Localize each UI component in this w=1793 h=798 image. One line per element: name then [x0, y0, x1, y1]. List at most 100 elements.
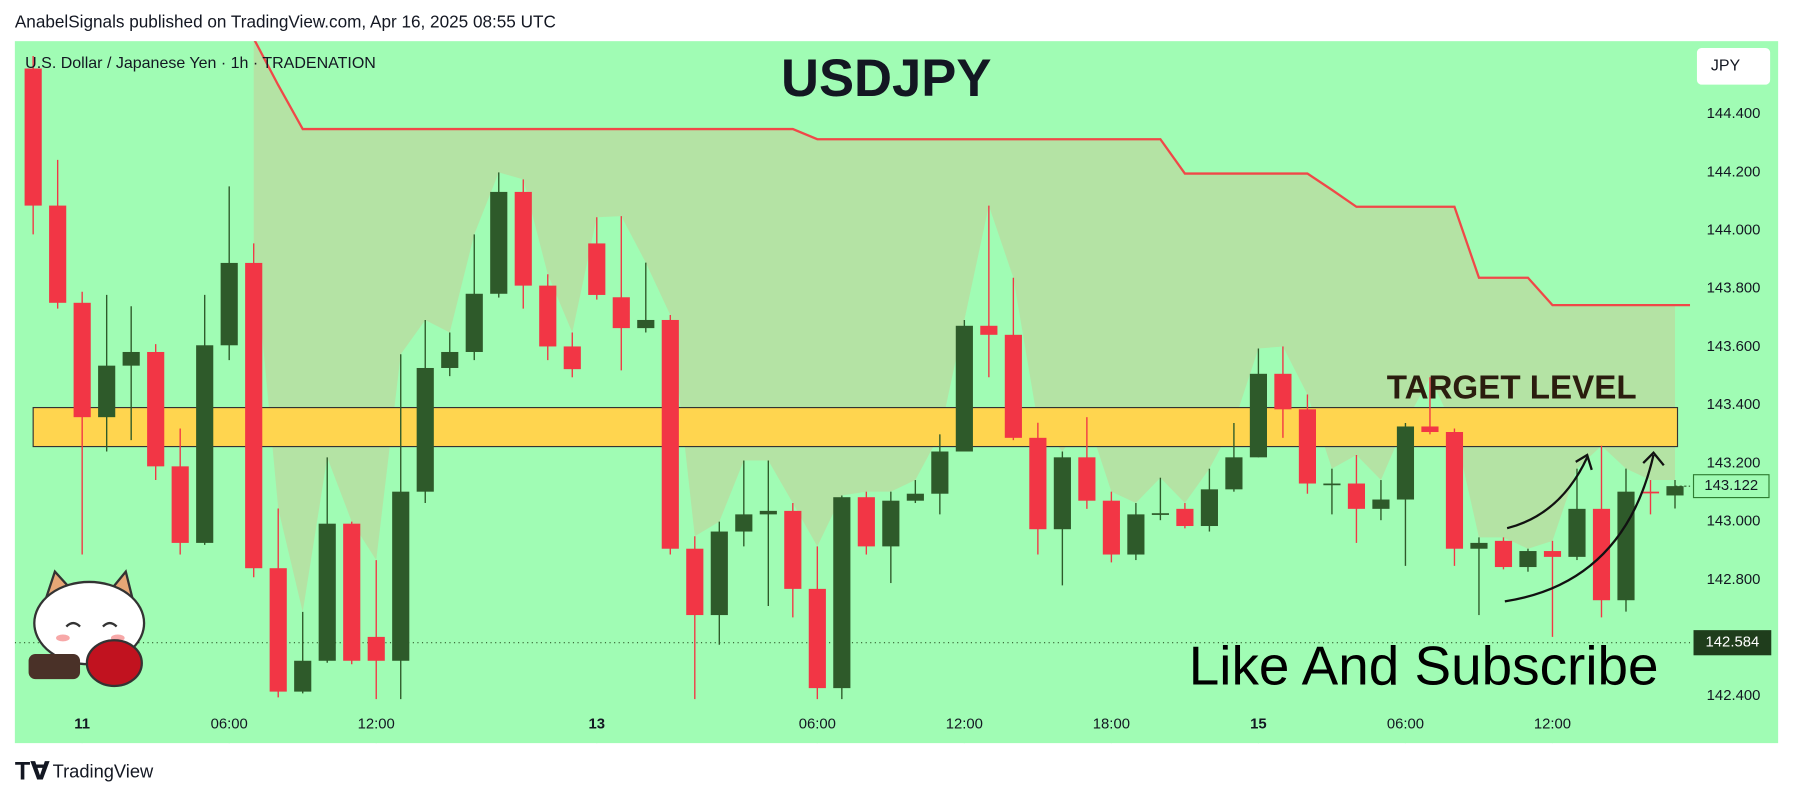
candle-body: [710, 531, 728, 616]
x-tick-label: 15: [1250, 717, 1267, 733]
overlay: 142.400142.600142.800143.000143.200143.4…: [74, 106, 1772, 744]
y-tick-label: 143.000: [1707, 514, 1761, 530]
cheek: [56, 634, 70, 642]
candle-body: [245, 262, 263, 569]
candle-body: [686, 548, 704, 616]
candle-body: [661, 319, 679, 549]
candle-body: [882, 500, 900, 547]
like-subscribe: Like And Subscribe: [1189, 634, 1659, 696]
candle-body: [269, 568, 287, 692]
currency: JPY: [1711, 58, 1741, 75]
candle-body: [1494, 540, 1513, 568]
candle-body: [441, 351, 459, 368]
candle-body: [24, 68, 42, 206]
candle-body: [1102, 500, 1120, 555]
arrow: [1504, 454, 1655, 603]
x-tick-label: 06:00: [799, 717, 836, 733]
chart-title: USDJPY: [781, 49, 991, 108]
candle-body: [1151, 513, 1169, 515]
candle-body: [808, 588, 826, 689]
candle-body: [1519, 551, 1537, 568]
candle-body: [637, 319, 655, 329]
candle-body: [1372, 499, 1390, 509]
candle-body: [196, 345, 214, 543]
x-tick-label: 12:00: [358, 717, 395, 733]
candle-body: [1421, 426, 1439, 433]
last-price-box: [1692, 474, 1770, 499]
x-tick-label: 06:00: [211, 717, 248, 733]
candle-body: [1347, 483, 1366, 509]
candle-body: [1298, 409, 1317, 484]
candle-body: [465, 293, 483, 352]
arrows: [1504, 451, 1665, 603]
last-price-label: 143.122: [1704, 478, 1758, 494]
mascot: [28, 569, 146, 688]
logo-mark: T∀: [15, 757, 50, 785]
symbol-info: U.S. Dollar / Japanese Yen · 1h · TRADEN…: [25, 55, 376, 72]
x-tick-label: 13: [589, 717, 606, 733]
candle-body: [955, 325, 973, 452]
y-tick-label: 143.800: [1707, 281, 1761, 297]
candle-body: [514, 191, 532, 286]
candle-body: [1568, 508, 1586, 557]
candle-body: [171, 466, 189, 543]
candle-body: [294, 660, 312, 692]
y-tick-label: 142.400: [1707, 688, 1761, 704]
marker-price-box: [1693, 630, 1772, 656]
candle-body: [735, 514, 753, 532]
candle-body: [392, 491, 410, 661]
candle-body: [318, 523, 336, 661]
marker-price-label: 142.584: [1706, 635, 1760, 651]
candle-body: [1666, 486, 1684, 496]
bottle: [28, 653, 81, 680]
candle-body: [1617, 491, 1635, 601]
candle-body: [1225, 457, 1243, 490]
brand: TradingView: [53, 761, 154, 782]
candle-body: [1029, 437, 1047, 530]
candle-body: [1249, 373, 1267, 458]
candle-body: [1323, 483, 1341, 486]
candle-body: [980, 325, 998, 335]
target-label: TARGET LEVEL: [1387, 370, 1637, 407]
y-tick-label: 144.400: [1707, 106, 1761, 122]
x-tick-label: 12:00: [946, 717, 983, 733]
arrow: [1506, 456, 1589, 530]
candle-body: [367, 636, 385, 661]
x-tick-label: 12:00: [1534, 717, 1571, 733]
candle-body: [1641, 491, 1660, 494]
candle-body: [122, 351, 140, 366]
candle-body: [73, 302, 91, 418]
arrow-head: [1575, 453, 1593, 471]
candle-body: [1396, 426, 1415, 500]
y-tick-label: 143.200: [1707, 455, 1761, 471]
candle-body: [857, 497, 875, 547]
y-tick-label: 144.200: [1707, 164, 1761, 180]
candle-body: [906, 493, 924, 501]
y-tick-label: 143.600: [1707, 339, 1761, 355]
x-tick-label: 18:00: [1093, 717, 1130, 733]
candle-body: [98, 365, 116, 418]
candle-body: [1078, 457, 1096, 501]
candle-body: [1200, 489, 1218, 527]
header: AnabelSignals published on TradingView.c…: [15, 11, 556, 31]
candle-body: [539, 285, 557, 347]
y-tick-label: 142.800: [1707, 572, 1761, 588]
cup: [85, 639, 143, 688]
candle-body: [784, 510, 802, 589]
band-fill: [253, 41, 1676, 612]
candle-body: [343, 523, 361, 661]
candle-body: [833, 497, 851, 689]
plot: [14, 41, 1691, 700]
candle-body: [931, 451, 949, 494]
candle-body: [220, 262, 238, 346]
candle-body: [147, 351, 165, 467]
candle-body: [490, 191, 508, 294]
currency-box: [1696, 48, 1771, 85]
y-tick-label: 143.400: [1707, 397, 1761, 413]
candle-body: [416, 367, 434, 492]
band-line: [253, 41, 1691, 307]
candle-body: [1053, 457, 1071, 530]
y-tick-label: 144.000: [1707, 223, 1761, 239]
